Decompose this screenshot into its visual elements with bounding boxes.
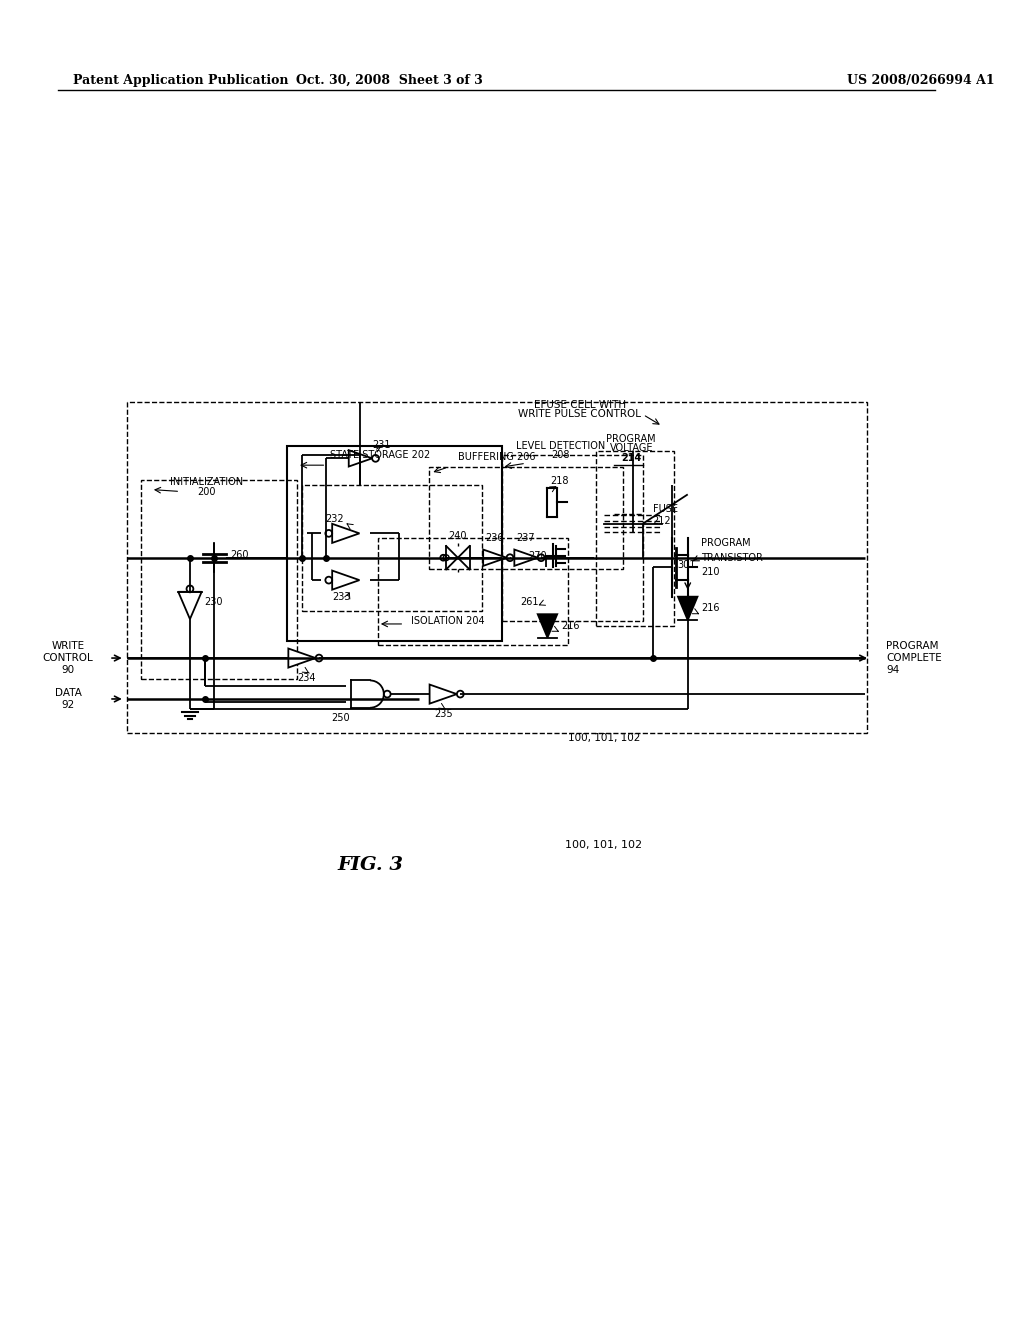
Text: 212: 212: [652, 516, 672, 525]
Text: WRITE PULSE CONTROL: WRITE PULSE CONTROL: [518, 409, 641, 420]
Text: 218: 218: [550, 475, 568, 486]
Text: 214: 214: [622, 453, 641, 463]
Text: 230: 230: [205, 597, 223, 607]
Polygon shape: [538, 614, 557, 638]
Text: WRITE
CONTROL
90: WRITE CONTROL 90: [43, 642, 93, 675]
Text: US 2008/0266994 A1: US 2008/0266994 A1: [848, 74, 995, 87]
Text: 216: 216: [701, 603, 720, 614]
Polygon shape: [678, 597, 697, 620]
Text: 200: 200: [198, 487, 216, 498]
Text: 100, 101, 102: 100, 101, 102: [567, 733, 640, 743]
Polygon shape: [332, 570, 359, 590]
Text: 231: 231: [372, 440, 390, 450]
Text: LEVEL DETECTION: LEVEL DETECTION: [515, 441, 605, 450]
Text: PROGRAM
COMPLETE
94: PROGRAM COMPLETE 94: [887, 642, 942, 675]
Polygon shape: [349, 450, 372, 466]
Text: PROGRAM: PROGRAM: [701, 539, 751, 548]
Text: 237: 237: [517, 533, 536, 544]
Text: 240: 240: [449, 531, 467, 541]
Text: 208: 208: [551, 450, 569, 461]
Polygon shape: [483, 549, 507, 566]
Text: 235: 235: [434, 709, 453, 718]
Polygon shape: [332, 524, 359, 543]
Text: EFUSE CELL WITH: EFUSE CELL WITH: [534, 400, 626, 409]
Text: STATE STORAGE 202: STATE STORAGE 202: [330, 450, 430, 461]
Text: Patent Application Publication: Patent Application Publication: [73, 74, 289, 87]
Text: 261: 261: [520, 597, 540, 607]
Text: 250: 250: [332, 713, 350, 723]
Text: FIG. 3: FIG. 3: [337, 855, 403, 874]
Text: FUSE: FUSE: [652, 504, 678, 513]
Text: TRANSISTOR: TRANSISTOR: [701, 553, 763, 562]
Text: VOLTAGE: VOLTAGE: [609, 444, 653, 454]
Text: BUFFERING 206: BUFFERING 206: [458, 453, 536, 462]
Text: PROGRAM: PROGRAM: [606, 434, 656, 444]
Polygon shape: [289, 648, 315, 668]
Text: 234: 234: [298, 672, 316, 682]
Text: 232: 232: [325, 513, 343, 524]
Text: ISOLATION 204: ISOLATION 204: [412, 616, 485, 626]
Text: 301: 301: [677, 560, 695, 569]
Polygon shape: [514, 549, 538, 566]
Polygon shape: [178, 591, 202, 619]
Text: 233: 233: [333, 591, 351, 602]
Polygon shape: [430, 685, 457, 704]
Text: 210: 210: [701, 568, 720, 577]
Text: DATA
92: DATA 92: [54, 688, 82, 710]
Text: 260: 260: [230, 550, 249, 560]
Text: 270: 270: [528, 550, 547, 561]
Text: 100, 101, 102: 100, 101, 102: [565, 840, 642, 850]
Text: INITIALIZATION: INITIALIZATION: [170, 477, 243, 487]
Text: Oct. 30, 2008  Sheet 3 of 3: Oct. 30, 2008 Sheet 3 of 3: [296, 74, 483, 87]
Text: 236: 236: [485, 533, 504, 544]
Text: 216: 216: [561, 620, 580, 631]
